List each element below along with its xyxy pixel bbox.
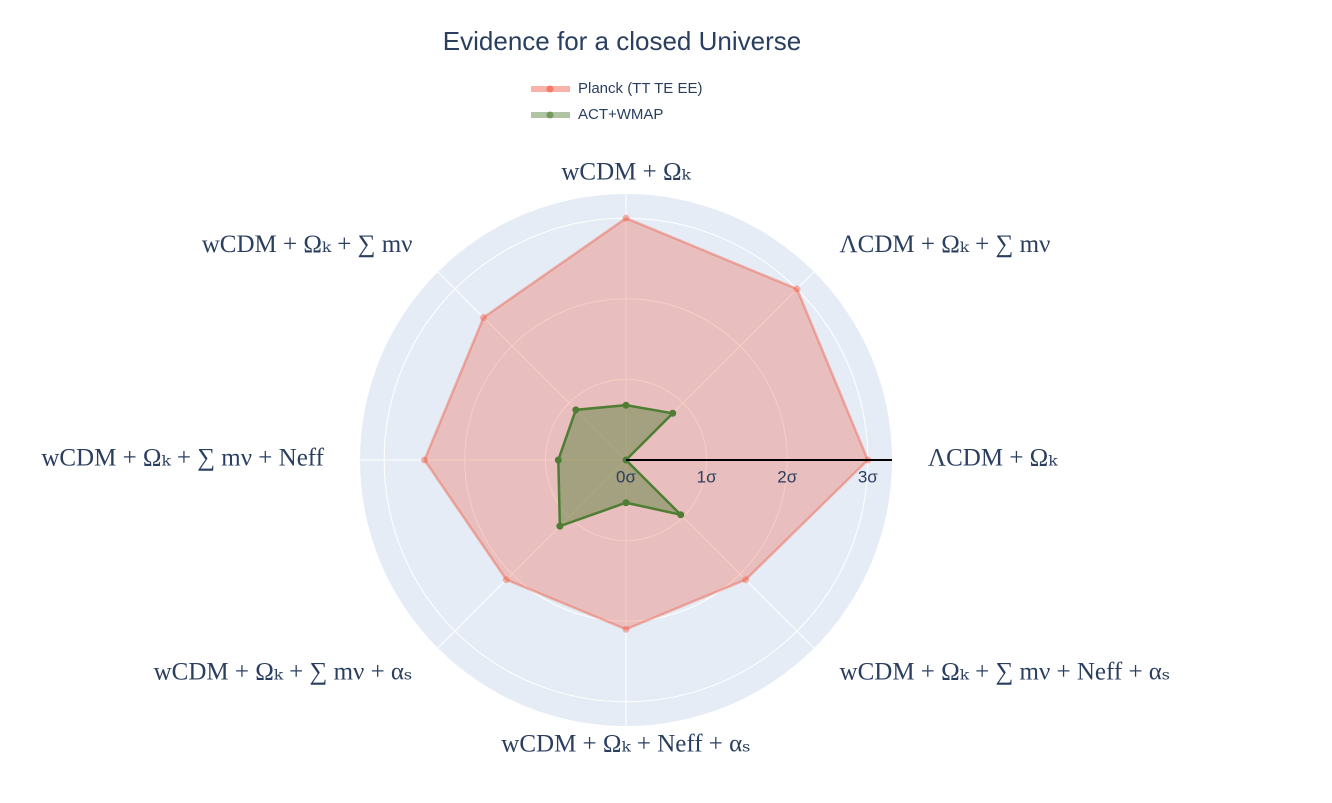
legend-marker: [546, 85, 554, 93]
category-label: ΛCDM + Ωₖ + ∑ mν: [840, 231, 1051, 258]
data-point: [480, 314, 488, 322]
data-point: [622, 214, 630, 222]
data-point: [622, 401, 630, 409]
angular-grid-line: [437, 271, 627, 461]
category-label: wCDM + Ωₖ + ∑ mν + αₛ: [154, 658, 413, 685]
data-point: [677, 511, 685, 519]
data-point: [669, 409, 677, 417]
data-point: [742, 576, 750, 584]
series-area: [423, 216, 870, 631]
data-point: [572, 406, 580, 414]
category-label: wCDM + Ωₖ + ∑ mν + Neff: [41, 445, 324, 472]
radial-tick-label: 3σ: [858, 467, 878, 486]
category-label: wCDM + Ωₖ + ∑ mν: [202, 231, 413, 258]
legend-label: ACT+WMAP: [578, 106, 663, 123]
data-point: [556, 522, 564, 530]
data-point: [420, 456, 428, 464]
category-label: ΛCDM + Ωₖ: [928, 445, 1058, 472]
angular-grid-line: [437, 459, 627, 649]
radial-tick-label: 1σ: [697, 467, 717, 486]
radial-tick-label: 0σ: [616, 467, 636, 486]
data-point: [622, 499, 630, 507]
category-label: wCDM + Ωₖ: [561, 159, 691, 186]
legend-marker: [546, 111, 554, 119]
data-point: [793, 285, 801, 293]
legend-label: Planck (TT TE EE): [578, 80, 702, 97]
radial-tick-label: 2σ: [777, 467, 797, 486]
category-label: wCDM + Ωₖ + ∑ mν + Neff + αₛ: [840, 658, 1171, 685]
chart-title: Evidence for a closed Universe: [443, 26, 801, 56]
data-point: [554, 456, 562, 464]
data-point: [502, 576, 510, 584]
data-point: [622, 625, 630, 633]
category-label: wCDM + Ωₖ + Neff + αₛ: [501, 731, 750, 758]
